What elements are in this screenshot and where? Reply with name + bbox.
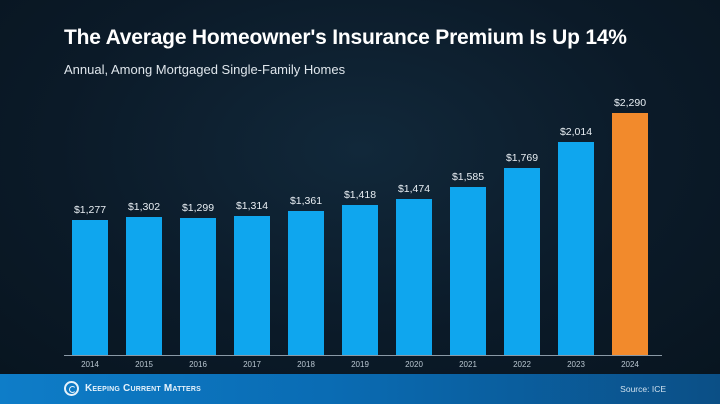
bar-2018 <box>288 211 324 355</box>
x-axis-line <box>64 355 662 356</box>
value-label: $1,314 <box>235 200 269 212</box>
bar-chart: $1,277 2014 $1,302 2015 $1,299 2016 $1,314 2017… <box>64 97 662 369</box>
x-tick-label: 2016 <box>189 360 207 369</box>
x-tick-label: 2021 <box>459 360 477 369</box>
x-tick-label: 2017 <box>243 360 261 369</box>
bar-2024 <box>612 113 648 355</box>
bar-2016 <box>180 218 216 355</box>
value-label: $2,290 <box>613 97 647 109</box>
value-label: $2,014 <box>559 126 593 138</box>
bar-2023 <box>558 142 594 355</box>
value-label: $1,277 <box>73 204 107 216</box>
x-tick-label: 2020 <box>405 360 423 369</box>
x-tick-label: 2023 <box>567 360 585 369</box>
value-label: $1,361 <box>289 195 323 207</box>
bar-2017 <box>234 216 270 355</box>
footer-bar: Keeping Current Matters Source: ICE <box>0 374 720 404</box>
value-label: $1,418 <box>343 189 377 201</box>
bar-2022 <box>504 168 540 355</box>
bar-2020 <box>396 199 432 355</box>
x-tick-label: 2019 <box>351 360 369 369</box>
brand-swirl-icon <box>64 381 79 396</box>
chart-subtitle: Annual, Among Mortgaged Single-Family Ho… <box>64 62 346 77</box>
bar-2015 <box>126 217 162 355</box>
x-tick-label: 2015 <box>135 360 153 369</box>
value-label: $1,769 <box>505 152 539 164</box>
value-label: $1,585 <box>451 171 485 183</box>
bar-2019 <box>342 205 378 355</box>
x-tick-label: 2022 <box>513 360 531 369</box>
source-note: Source: ICE <box>620 384 666 394</box>
brand-logo: Keeping Current Matters <box>64 381 201 396</box>
bar-2014 <box>72 220 108 355</box>
brand-name: Keeping Current Matters <box>85 383 202 394</box>
value-label: $1,302 <box>127 201 161 213</box>
value-label: $1,299 <box>181 202 215 214</box>
x-tick-label: 2024 <box>621 360 639 369</box>
bar-2021 <box>450 187 486 355</box>
x-tick-label: 2014 <box>81 360 99 369</box>
chart-title: The Average Homeowner's Insurance Premiu… <box>64 26 627 49</box>
value-label: $1,474 <box>397 183 431 195</box>
x-tick-label: 2018 <box>297 360 315 369</box>
